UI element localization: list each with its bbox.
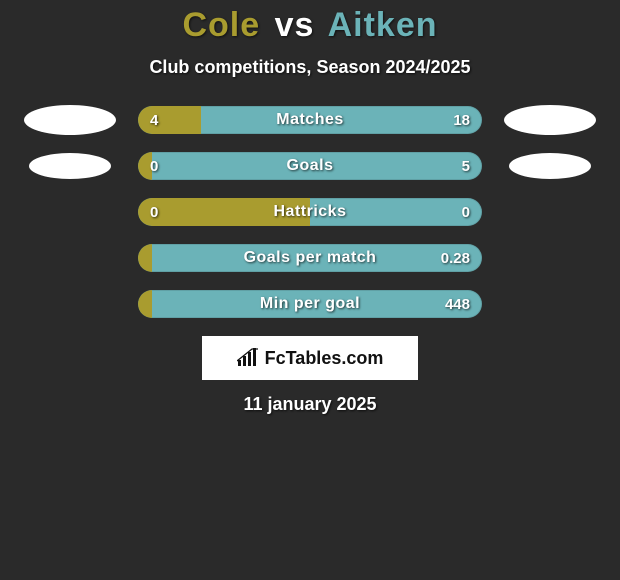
subtitle: Club competitions, Season 2024/2025 bbox=[0, 57, 620, 78]
stat-label: Matches bbox=[138, 106, 482, 134]
stat-row: 448Min per goal bbox=[0, 290, 620, 318]
team-ellipse-icon bbox=[509, 153, 591, 179]
logo-text: FcTables.com bbox=[265, 348, 384, 369]
left-badge-slot bbox=[20, 289, 120, 319]
player1-name: Cole bbox=[182, 6, 260, 44]
vs-text: vs bbox=[271, 6, 319, 44]
stat-label: Goals bbox=[138, 152, 482, 180]
right-badge-slot bbox=[500, 289, 600, 319]
stats-section: 418Matches 05Goals 00Hattricks 0.28Goals pe… bbox=[0, 106, 620, 318]
main-title: Cole vs Aitken bbox=[0, 6, 620, 45]
date: 11 january 2025 bbox=[0, 394, 620, 415]
stat-row: 418Matches bbox=[0, 106, 620, 134]
team-ellipse-icon bbox=[29, 153, 111, 179]
stat-bar: 448Min per goal bbox=[138, 290, 482, 318]
stat-bar: 00Hattricks bbox=[138, 198, 482, 226]
stat-bar: 418Matches bbox=[138, 106, 482, 134]
player2-name: Aitken bbox=[328, 6, 438, 44]
left-badge-slot bbox=[20, 243, 120, 273]
right-badge-slot bbox=[500, 243, 600, 273]
stat-bar: 0.28Goals per match bbox=[138, 244, 482, 272]
stat-label: Min per goal bbox=[138, 290, 482, 318]
stat-row: 0.28Goals per match bbox=[0, 244, 620, 272]
stat-label: Hattricks bbox=[138, 198, 482, 226]
left-badge-slot bbox=[20, 151, 120, 181]
bar-chart-icon bbox=[237, 348, 259, 368]
stat-row: 00Hattricks bbox=[0, 198, 620, 226]
logo: FcTables.com bbox=[237, 348, 384, 369]
comparison-infographic: Cole vs Aitken Club competitions, Season… bbox=[0, 0, 620, 415]
left-badge-slot bbox=[20, 105, 120, 135]
right-badge-slot bbox=[500, 197, 600, 227]
team-ellipse-icon bbox=[504, 105, 596, 135]
stat-bar: 05Goals bbox=[138, 152, 482, 180]
stat-row: 05Goals bbox=[0, 152, 620, 180]
stat-label: Goals per match bbox=[138, 244, 482, 272]
logo-box[interactable]: FcTables.com bbox=[202, 336, 418, 380]
team-ellipse-icon bbox=[24, 105, 116, 135]
right-badge-slot bbox=[500, 105, 600, 135]
left-badge-slot bbox=[20, 197, 120, 227]
right-badge-slot bbox=[500, 151, 600, 181]
